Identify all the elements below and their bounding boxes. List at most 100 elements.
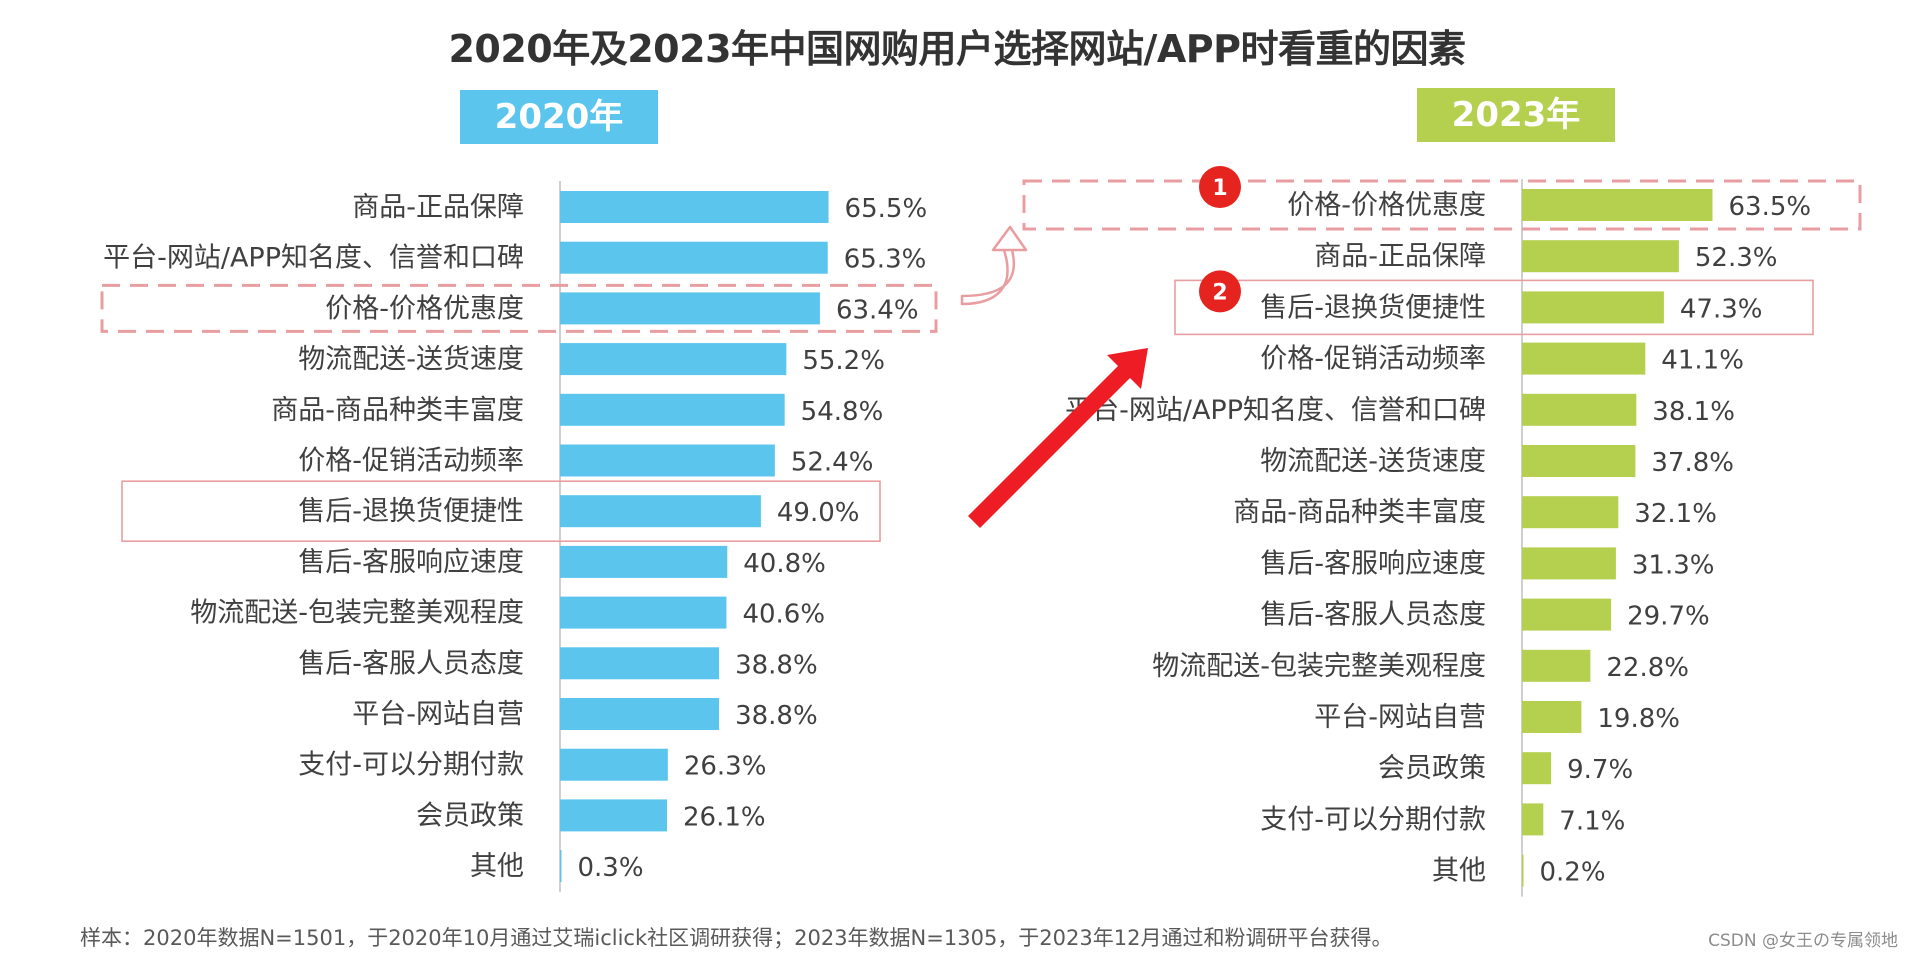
left-value-label-11: 26.3% <box>684 752 767 782</box>
left-bar-11 <box>560 748 668 781</box>
year-2023-tag: 2023年 <box>1417 88 1615 142</box>
left-category-label-1: 平台-网站/APP知名度、信誉和口碑 <box>103 243 524 274</box>
left-bar-4 <box>560 393 785 426</box>
left-bar-12 <box>560 799 668 832</box>
left-category-label-6: 售后-退换货便捷性 <box>298 496 524 527</box>
left-value-label-6: 49.0% <box>777 498 860 528</box>
right-bar-10 <box>1522 701 1582 733</box>
chart-title: 2020年及2023年中国网购用户选择网站/APP时看重的因素 <box>448 27 1466 71</box>
right-category-label-11: 会员政策 <box>1378 753 1486 784</box>
left-value-label-8: 40.6% <box>742 600 825 630</box>
right-category-label-13: 其他 <box>1432 856 1486 887</box>
badge-2-icon <box>1199 270 1241 313</box>
right-value-label-5: 37.8% <box>1651 448 1734 478</box>
left-category-label-9: 售后-客服人员态度 <box>298 648 524 679</box>
left-value-label-3: 55.2% <box>802 346 885 376</box>
left-bar-3 <box>560 343 787 376</box>
right-bar-0 <box>1522 189 1713 221</box>
left-aftersales-highlight-box <box>121 480 881 543</box>
right-category-label-6: 商品-商品种类丰富度 <box>1233 497 1486 528</box>
right-value-label-8: 29.7% <box>1627 602 1710 632</box>
right-value-label-13: 0.2% <box>1540 858 1606 888</box>
left-bar-13 <box>560 850 562 883</box>
right-value-label-0: 63.5% <box>1729 192 1812 222</box>
right-value-label-10: 19.8% <box>1597 704 1680 734</box>
left-category-label-5: 价格-促销活动频率 <box>298 446 524 477</box>
right-bar-12 <box>1522 803 1544 836</box>
left-value-label-2: 63.4% <box>836 295 919 325</box>
left-bar-2 <box>560 292 820 325</box>
right-bar-11 <box>1522 752 1552 785</box>
right-bar-1 <box>1522 240 1679 273</box>
left-bar-0 <box>560 191 829 223</box>
right-bar-13 <box>1522 854 1524 887</box>
left-value-label-5: 52.4% <box>791 448 874 478</box>
left-bar-6 <box>560 495 761 528</box>
left-value-label-9: 38.8% <box>735 650 818 680</box>
left-bar-7 <box>560 545 728 578</box>
right-bar-7 <box>1522 547 1616 580</box>
right-category-label-9: 物流配送-包装完整美观程度 <box>1152 651 1486 682</box>
right-category-label-3: 价格-促销活动频率 <box>1260 344 1486 375</box>
left-category-label-4: 商品-商品种类丰富度 <box>271 395 524 426</box>
right-value-label-1: 52.3% <box>1695 243 1778 273</box>
left-bar-5 <box>560 444 775 477</box>
right-value-label-2: 47.3% <box>1680 294 1763 324</box>
left-category-label-10: 平台-网站自营 <box>352 699 524 730</box>
right-category-label-10: 平台-网站自营 <box>1314 702 1486 733</box>
left-bar-1 <box>560 241 828 274</box>
year-2020-tag: 2020年 <box>460 90 658 144</box>
right-bar-2 <box>1522 291 1664 324</box>
right-aftersales-highlight-box <box>1174 279 1814 336</box>
left-bar-8 <box>560 596 727 629</box>
right-value-label-12: 7.1% <box>1559 806 1625 836</box>
left-category-label-7: 售后-客服响应速度 <box>298 547 524 578</box>
right-bar-5 <box>1522 445 1636 477</box>
right-category-label-4: 平台-网站/APP知名度、信誉和口碑 <box>1065 395 1486 426</box>
left-value-label-12: 26.1% <box>683 802 766 832</box>
right-value-label-3: 41.1% <box>1661 346 1744 376</box>
right-value-label-11: 9.7% <box>1567 755 1633 785</box>
badge-1-icon <box>1199 166 1241 208</box>
left-category-label-2: 价格-价格优惠度 <box>325 293 524 324</box>
watermark: CSDN @女王の专属领地 <box>1708 931 1898 951</box>
right-price-highlight-box <box>1022 179 1862 231</box>
left-value-label-1: 65.3% <box>844 245 927 275</box>
right-value-label-6: 32.1% <box>1634 499 1717 529</box>
right-value-label-9: 22.8% <box>1606 653 1689 683</box>
left-category-label-0: 商品-正品保障 <box>352 192 524 223</box>
left-category-label-13: 其他 <box>470 851 524 882</box>
left-category-label-8: 物流配送-包装完整美观程度 <box>190 598 524 629</box>
left-value-label-10: 38.8% <box>735 701 818 731</box>
left-value-label-4: 54.8% <box>801 397 884 427</box>
left-bar-9 <box>560 647 720 680</box>
right-category-label-1: 商品-正品保障 <box>1314 241 1486 272</box>
left-category-label-3: 物流配送-送货速度 <box>298 344 524 375</box>
right-bar-4 <box>1522 393 1637 426</box>
sample-footnote: 样本：2020年数据N=1501，于2020年10月通过艾瑞iclick社区调研… <box>80 926 1393 950</box>
right-bar-3 <box>1522 342 1646 375</box>
left-value-label-7: 40.8% <box>743 549 826 579</box>
left-category-label-11: 支付-可以分期付款 <box>298 750 524 781</box>
right-value-label-4: 38.1% <box>1652 397 1735 427</box>
red-arrow-icon <box>968 348 1148 528</box>
left-bar-10 <box>560 698 720 730</box>
right-category-label-5: 物流配送-送货速度 <box>1260 446 1486 477</box>
left-value-label-13: 0.3% <box>578 853 644 883</box>
right-category-label-0: 价格-价格优惠度 <box>1287 190 1486 221</box>
left-category-label-12: 会员政策 <box>416 800 524 831</box>
left-price-highlight-box <box>100 283 938 333</box>
right-bar-6 <box>1522 496 1619 529</box>
right-bar-9 <box>1522 649 1591 682</box>
curved-arrow-icon <box>960 225 1028 306</box>
right-category-label-2: 售后-退换货便捷性 <box>1260 292 1486 323</box>
right-bar-8 <box>1522 598 1612 631</box>
left-value-label-0: 65.5% <box>845 194 928 224</box>
badge-1-label: 1 <box>1212 176 1227 201</box>
right-value-label-7: 31.3% <box>1632 550 1715 580</box>
right-category-label-7: 售后-客服响应速度 <box>1260 548 1486 579</box>
right-category-label-8: 售后-客服人员态度 <box>1260 600 1486 631</box>
right-category-label-12: 支付-可以分期付款 <box>1260 804 1486 835</box>
badge-2-label: 2 <box>1212 280 1227 305</box>
